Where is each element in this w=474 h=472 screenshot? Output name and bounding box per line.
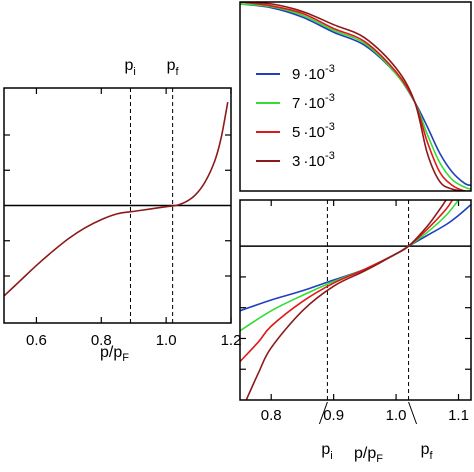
bottom-right-marker-leader-1 <box>408 401 418 425</box>
bottom-right-tick-labels: 0.8 0.9 1.0 1.1 <box>261 407 469 424</box>
bottom-right-marker-label-sub-0: i <box>330 450 332 462</box>
bottom-right-marker-label-1: pf <box>421 441 434 462</box>
left-marker-label-0: pi <box>124 57 135 78</box>
legend-label-2: 5·10-3 <box>292 121 335 141</box>
bottom-right-marker-label-main-1: p <box>421 441 430 458</box>
top-right-plot-frame <box>239 1 472 192</box>
bottom-right-x-tick-label-3: 1.1 <box>448 407 469 424</box>
left-marker-label-main-0: p <box>124 57 133 74</box>
legend-label-times-3: ·10 <box>303 153 325 170</box>
left-xlabel: p/pF <box>100 344 129 364</box>
left-series-line-0 <box>4 101 229 297</box>
left-marker-label-main-1: p <box>167 57 176 74</box>
legend-label-exp-1: -3 <box>325 92 335 104</box>
legend-label-times-0: ·10 <box>303 66 325 83</box>
bottom-right-xlabel-main: p/p <box>354 445 376 462</box>
left-xlabel-sub: F <box>122 352 129 364</box>
top-right-series-line-3 <box>240 2 471 191</box>
left-marker-label-1: pf <box>167 57 180 78</box>
bottom-right-xlabel-sub: F <box>376 453 383 465</box>
top-right-series-line-2 <box>240 2 471 191</box>
legend-label-mantissa-3: 3 <box>292 153 300 170</box>
legend-label-mantissa-1: 7 <box>292 95 300 112</box>
top-right-series-group <box>240 2 471 191</box>
bottom-right-xlabel: p/pF <box>354 445 383 465</box>
left-marker-label-sub-0: i <box>133 66 135 78</box>
legend: 9·10-37·10-35·10-33·10-3 <box>256 63 335 170</box>
bottom-right-series-line-3 <box>245 200 447 400</box>
bottom-right-marker-label-main-0: p <box>321 441 330 458</box>
bottom-right-markers <box>318 200 418 425</box>
legend-label-exp-3: -3 <box>325 150 335 162</box>
legend-label-mantissa-2: 5 <box>292 124 300 141</box>
left-marker-labels: pi pf <box>124 57 179 78</box>
bottom-right-panel: 0.8 0.9 1.0 1.1 pi pf p/pF <box>239 199 472 465</box>
bottom-right-marker-labels: pi pf <box>321 441 433 462</box>
left-xlabel-main: p/p <box>100 344 122 361</box>
bottom-right-x-tick-label-0: 0.8 <box>261 407 282 424</box>
legend-label-exp-2: -3 <box>325 121 335 133</box>
legend-label-times-2: ·10 <box>303 124 325 141</box>
legend-label-3: 3·10-3 <box>292 150 335 170</box>
legend-label-exp-0: -3 <box>325 63 335 75</box>
left-marker-label-sub-1: f <box>176 66 180 78</box>
bottom-right-ticks <box>240 200 471 400</box>
bottom-right-marker-label-0: pi <box>321 441 332 462</box>
left-x-tick-label-3: 1.2 <box>221 332 242 349</box>
left-x-tick-label-2: 1.0 <box>156 332 177 349</box>
left-x-tick-label-0: 0.6 <box>26 332 47 349</box>
bottom-right-series-group <box>240 200 471 400</box>
bottom-right-marker-leader-0 <box>318 401 328 425</box>
bottom-right-marker-label-sub-1: f <box>429 450 433 462</box>
bottom-right-series-line-1 <box>240 200 460 332</box>
left-tick-labels: 0.6 0.8 1.0 1.2 <box>26 332 241 349</box>
top-right-series-line-0 <box>240 3 471 187</box>
left-panel: 0.6 0.8 1.0 1.2 pi pf p/pF <box>3 57 241 364</box>
bottom-right-x-tick-label-2: 1.0 <box>386 407 407 424</box>
top-right-panel: 9·10-37·10-35·10-33·10-3 <box>239 1 472 192</box>
legend-label-0: 9·10-3 <box>292 63 335 83</box>
left-x-tick-label-1: 0.8 <box>91 332 112 349</box>
legend-label-times-1: ·10 <box>303 95 325 112</box>
left-ticks <box>4 88 232 323</box>
legend-label-mantissa-0: 9 <box>292 66 300 83</box>
legend-label-1: 7·10-3 <box>292 92 335 112</box>
left-series-group <box>4 101 229 297</box>
bottom-right-plot-frame <box>239 199 472 401</box>
left-plot-frame <box>3 87 232 324</box>
bottom-right-x-tick-label-1: 0.9 <box>323 407 344 424</box>
bottom-right-series-line-2 <box>240 200 453 363</box>
